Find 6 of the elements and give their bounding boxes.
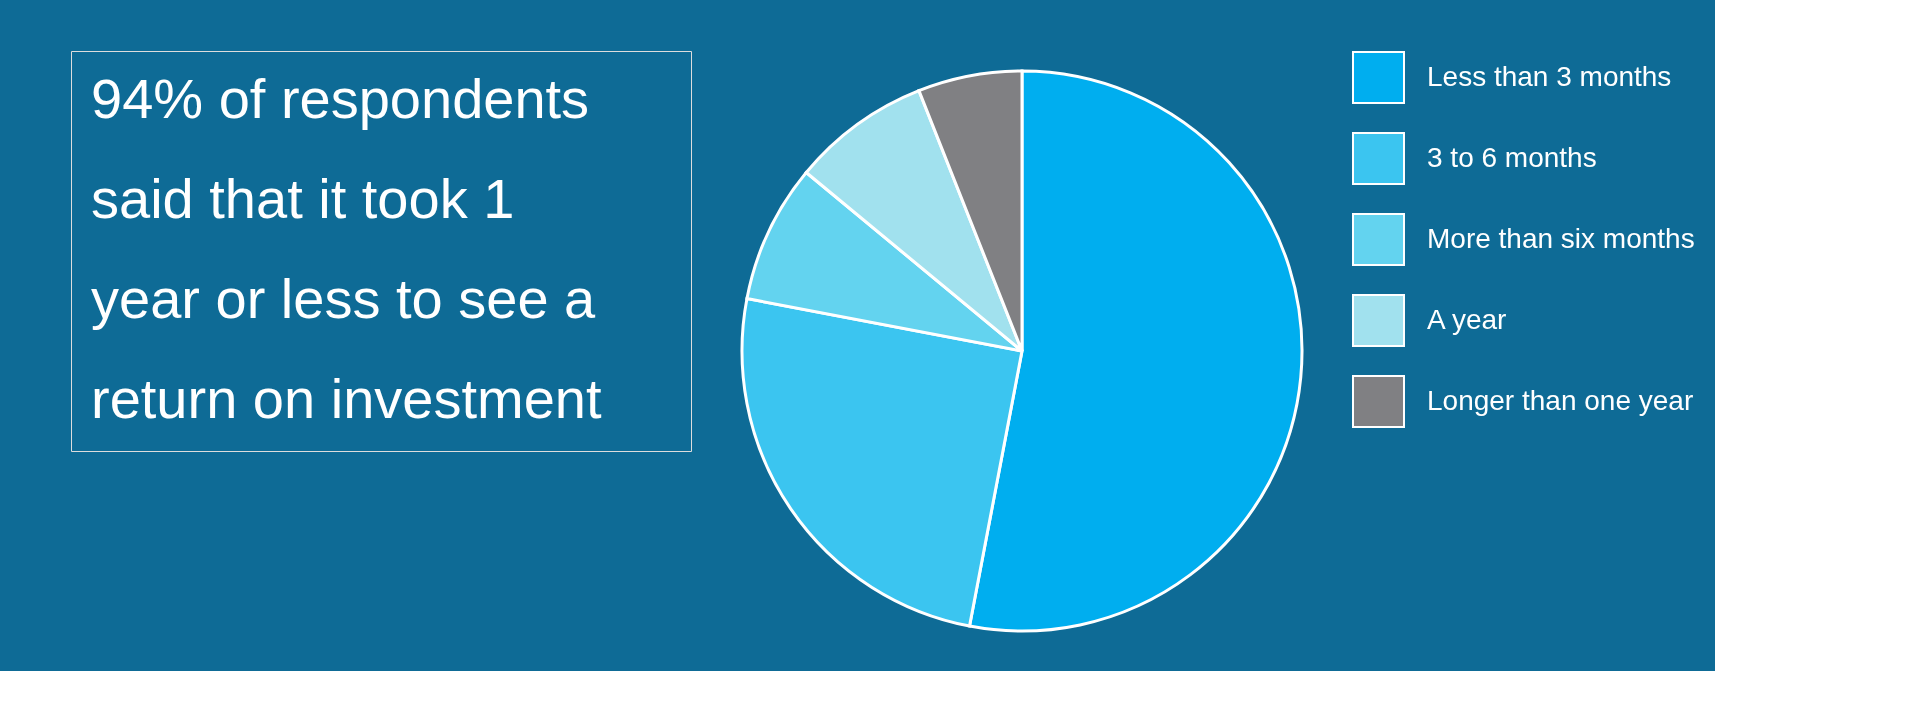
text: 94% of respondents said that it took 1 year or less to see a return on investment (91, 67, 602, 430)
legend-label: Longer than one year (1427, 384, 1694, 416)
legend-label: 3 to 6 months (1427, 141, 1597, 173)
legend-label: More than six months (1427, 222, 1695, 254)
legend-label: Less than 3 months (1427, 60, 1672, 92)
legend-label: A year (1427, 303, 1507, 335)
